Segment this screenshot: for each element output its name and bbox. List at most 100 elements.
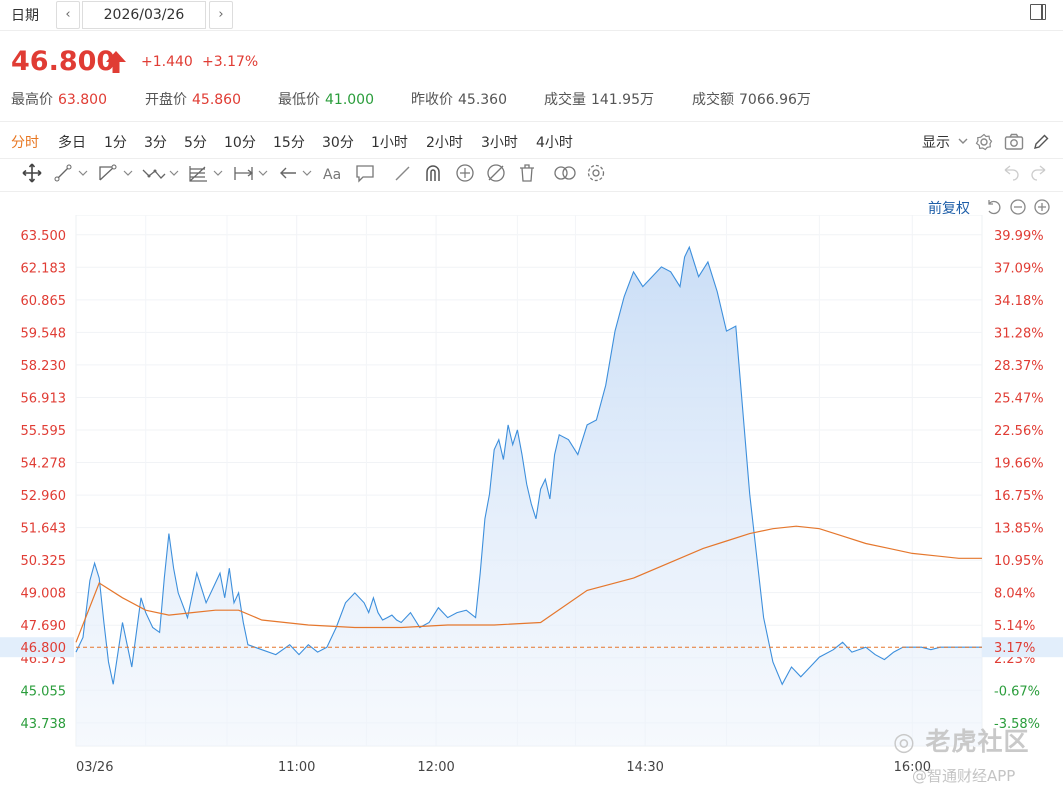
redo-icon[interactable] (1030, 162, 1050, 184)
pct-tick-label: 28.37% (994, 359, 1044, 374)
arrow-icon[interactable] (278, 162, 316, 184)
magnet-icon[interactable] (423, 162, 443, 184)
undo-icon[interactable] (1000, 162, 1020, 184)
trash-icon[interactable] (517, 162, 537, 184)
stat-value: 41.000 (325, 92, 374, 108)
stat-label: 成交额 (692, 92, 734, 108)
brush-icon[interactable] (393, 162, 413, 184)
price-tick-label: 52.960 (21, 489, 67, 504)
reset-icon[interactable] (985, 198, 1003, 216)
price-tick-label: 49.008 (21, 587, 67, 602)
current-pct-label: 3.17% (994, 641, 1035, 656)
measure-icon[interactable] (232, 162, 270, 184)
stat-open: 开盘价 45.860 (145, 89, 241, 109)
price-tick-label: 55.595 (21, 424, 67, 439)
comment-icon[interactable] (355, 162, 375, 184)
hide-icon[interactable] (485, 162, 507, 184)
watermark-logo: ◎ 老虎社区 (893, 727, 1030, 756)
time-axis: 03/26 11:00 12:00 14:30 16:00 (76, 760, 931, 775)
pct-tick-label: 5.14% (994, 619, 1035, 634)
tab-10min[interactable]: 10分 (224, 135, 256, 151)
pct-tick-label: -3.58% (994, 717, 1040, 732)
pct-axis: 39.99% 37.09% 34.18% 31.28% 28.37% 25.47% 22.5… (994, 229, 1044, 732)
price-tick-label: 58.230 (21, 359, 67, 374)
stat-value: 45.860 (192, 92, 241, 108)
stat-value: 141.95万 (591, 92, 654, 108)
tab-3h[interactable]: 3小时 (481, 135, 518, 151)
link-icon[interactable] (553, 162, 577, 184)
tab-1h[interactable]: 1小时 (371, 135, 408, 151)
date-input[interactable]: 2026/03/26 (82, 1, 206, 29)
pct-tick-label: 8.04% (994, 587, 1035, 602)
lock-icon[interactable] (454, 162, 476, 184)
price-tick-label: 51.643 (21, 522, 67, 537)
price-tick-label: 56.913 (21, 391, 67, 406)
current-pct-tag (982, 637, 1063, 658)
next-date-button[interactable]: › (209, 1, 233, 29)
pct-tick-label: 19.66% (994, 457, 1044, 472)
stat-label: 昨收价 (411, 92, 453, 108)
price-tick-label: 54.278 (21, 457, 67, 472)
current-price: 46.800 (11, 46, 116, 77)
tab-15min[interactable]: 15分 (273, 135, 305, 151)
price-tick-label: 43.738 (21, 717, 67, 732)
divider (0, 191, 1063, 192)
price-line (75, 245, 982, 686)
tab-3min[interactable]: 3分 (144, 135, 167, 151)
tab-4h[interactable]: 4小时 (536, 135, 573, 151)
stat-label: 开盘价 (145, 92, 187, 108)
stat-value: 63.800 (58, 92, 107, 108)
average-line (75, 525, 982, 643)
gear-icon[interactable] (975, 133, 993, 151)
adjust-mode-label[interactable]: 前复权 (928, 201, 970, 217)
tab-5min[interactable]: 5分 (184, 135, 207, 151)
date-label: 日期 (11, 8, 39, 24)
pct-tick-label: 10.95% (994, 554, 1044, 569)
camera-icon[interactable] (1004, 133, 1024, 151)
pct-tick-label: 39.99% (994, 229, 1044, 244)
tab-30min[interactable]: 30分 (322, 135, 354, 151)
fib-icon[interactable] (187, 162, 225, 184)
stat-label: 最低价 (278, 92, 320, 108)
stat-high: 最高价 63.800 (11, 89, 107, 109)
time-tick-label: 14:30 (626, 760, 663, 775)
tab-intraday[interactable]: 分时 (11, 135, 39, 151)
current-price-marker: 46.800 3.17% (0, 637, 1063, 658)
channel-icon[interactable] (97, 162, 135, 184)
price-change: +1.440 (141, 54, 193, 70)
stat-label: 成交量 (544, 92, 586, 108)
wave-icon[interactable] (141, 162, 181, 184)
tab-1min[interactable]: 1分 (104, 135, 127, 151)
pct-tick-label: 34.18% (994, 294, 1044, 309)
pencil-icon[interactable] (1032, 133, 1050, 151)
watermark-text: @智通财经APP (912, 767, 1016, 785)
prev-date-button[interactable]: ‹ (56, 1, 80, 29)
time-tick-label: 11:00 (278, 760, 315, 775)
pct-tick-label: 16.75% (994, 489, 1044, 504)
time-tick-label: 03/26 (76, 760, 113, 775)
tab-multi-day[interactable]: 多日 (58, 135, 86, 151)
stat-label: 最高价 (11, 92, 53, 108)
intraday-chart[interactable]: 63.500 62.183 60.865 59.548 58.230 56.913 55.5… (0, 215, 1063, 800)
zoom-out-icon[interactable] (1009, 198, 1027, 216)
stat-turnover: 成交额 7066.96万 (692, 89, 811, 109)
price-tick-label: 60.865 (21, 294, 67, 309)
current-price-tag (0, 637, 74, 658)
price-axis: 63.500 62.183 60.865 59.548 58.230 56.913 55.5… (21, 229, 67, 732)
move-icon[interactable] (22, 162, 42, 184)
stat-prev-close: 昨收价 45.360 (411, 89, 507, 109)
display-label: 显示 (922, 135, 950, 151)
price-tick-label: 59.548 (21, 326, 67, 341)
tab-2h[interactable]: 2小时 (426, 135, 463, 151)
text-icon[interactable]: Aa (322, 162, 346, 184)
pct-tick-label: 25.47% (994, 391, 1044, 406)
zoom-in-icon[interactable] (1033, 198, 1051, 216)
settings-icon[interactable] (586, 162, 606, 184)
stat-low: 最低价 41.000 (278, 89, 374, 109)
display-dropdown[interactable]: 显示 (922, 132, 950, 152)
line-icon[interactable] (54, 162, 90, 184)
top-bar: 日期 ‹ 2026/03/26 › (0, 0, 1063, 31)
expand-icon[interactable] (1030, 4, 1046, 20)
chevron-down-icon[interactable] (957, 133, 969, 149)
arrow-up-icon (106, 51, 126, 73)
